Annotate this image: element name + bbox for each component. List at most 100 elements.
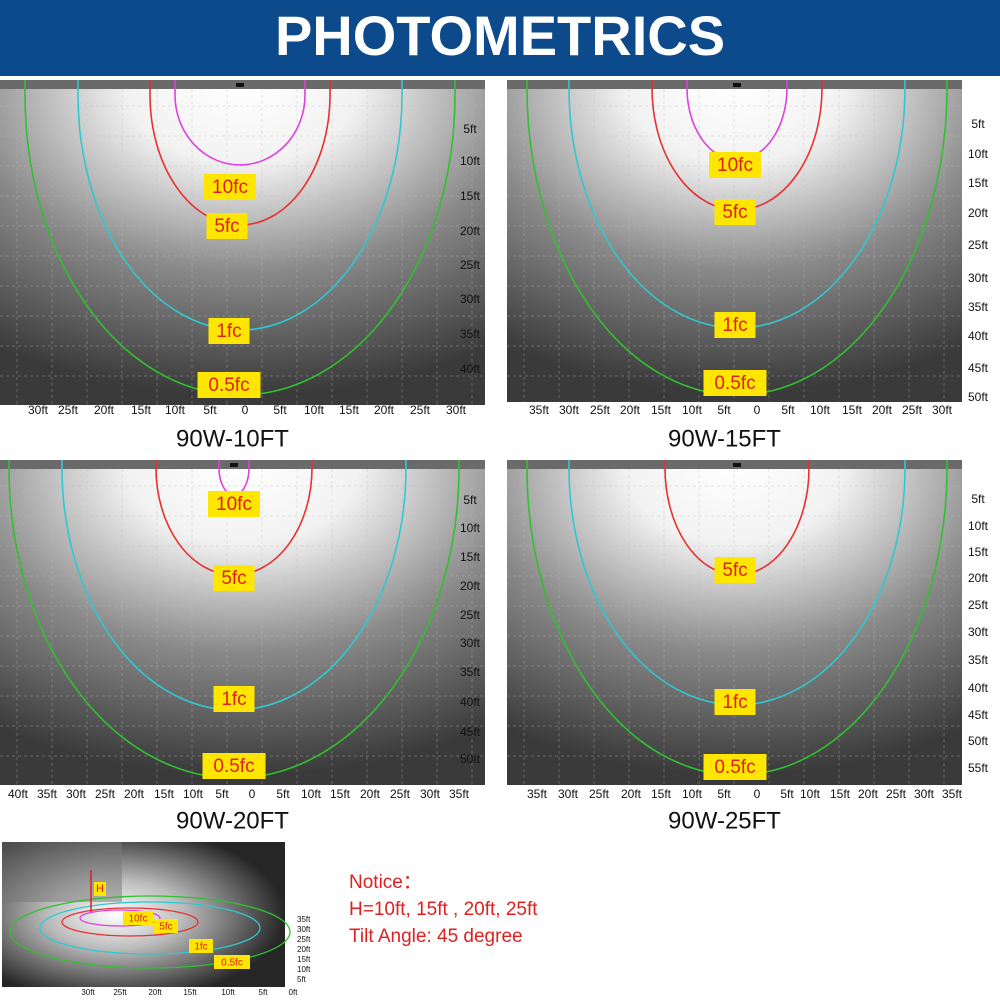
contour-label-box <box>206 213 248 239</box>
y-label: 40ft <box>460 695 481 709</box>
panel-caption: 90W-10FT <box>176 425 289 452</box>
x-label: 25ft <box>95 787 116 801</box>
contour-label: 1fc <box>216 321 241 342</box>
y-label: 20ft <box>968 571 989 585</box>
y-label: 15ft <box>968 176 989 190</box>
contour-label: 1fc <box>722 315 747 336</box>
x-label: 30ft <box>66 787 87 801</box>
height-label-box <box>94 882 106 896</box>
x-label: 20ft <box>858 787 879 801</box>
y-label: 35ft <box>460 327 481 341</box>
y-label: 30ft <box>460 636 481 650</box>
x-label: 30ft <box>932 403 953 417</box>
header-title: PHOTOMETRICS <box>275 4 725 67</box>
notice-line: H=10ft, 15ft , 20ft, 25ft <box>349 899 538 920</box>
fixture <box>236 83 244 87</box>
panel-caption: 90W-15FT <box>668 425 781 452</box>
x-label: 20ft <box>621 787 642 801</box>
x-label: 10ft <box>301 787 322 801</box>
notice-line: Tilt Angle: 45 degree <box>349 926 523 947</box>
y-label: 50ft <box>968 390 989 404</box>
x-label: 25ft <box>886 787 907 801</box>
x-label: 20ft <box>872 403 893 417</box>
y-label: 10ft <box>460 521 481 535</box>
header-band <box>0 0 1000 76</box>
y-label: 40ft <box>968 681 989 695</box>
x-label: 5ft <box>215 787 229 801</box>
x-label: 15ft <box>830 787 851 801</box>
x-label: 0 <box>754 787 761 801</box>
x-label: 20ft <box>360 787 381 801</box>
inset-contour <box>9 895 291 969</box>
x-label: 10ft <box>682 403 703 417</box>
fixture <box>733 463 741 467</box>
inset-x-label: 10ft <box>221 988 235 997</box>
contour-label: 5fc <box>214 216 239 237</box>
inset-x-label: 15ft <box>183 988 197 997</box>
x-label: 15ft <box>842 403 863 417</box>
x-label: 25ft <box>589 787 610 801</box>
panel-caption: 90W-20FT <box>176 807 289 834</box>
x-label: 30ft <box>559 403 580 417</box>
y-label: 15ft <box>460 550 481 564</box>
x-label: 35ft <box>529 403 550 417</box>
x-label: 5ft <box>203 403 217 417</box>
floor <box>0 80 485 405</box>
y-label: 30ft <box>460 292 481 306</box>
wall-strip <box>0 460 485 469</box>
floor <box>507 460 962 785</box>
x-label: 10ft <box>810 403 831 417</box>
contour-label: 10fc <box>212 177 248 198</box>
fixture <box>230 463 238 467</box>
x-label: 35ft <box>449 787 470 801</box>
x-label: 15ft <box>651 403 672 417</box>
x-label: 5ft <box>276 787 290 801</box>
inset-y-label: 30ft <box>297 925 311 934</box>
y-label: 35ft <box>460 665 481 679</box>
y-label: 25ft <box>968 598 989 612</box>
x-label: 5ft <box>273 403 287 417</box>
y-label: 55ft <box>968 761 989 775</box>
x-label: 15ft <box>339 403 360 417</box>
y-label: 5ft <box>463 493 477 507</box>
x-label: 5ft <box>717 787 731 801</box>
inset-x-label: 5ft <box>259 988 269 997</box>
contour-label: 5fc <box>722 202 747 223</box>
inset-label-box <box>189 939 213 953</box>
inset-x-label: 20ft <box>148 988 162 997</box>
x-label: 15ft <box>651 787 672 801</box>
y-label: 5ft <box>463 122 477 136</box>
x-label: 25ft <box>410 403 431 417</box>
photometric-panel <box>507 80 962 402</box>
contour-label-box <box>709 152 761 178</box>
x-label: 20ft <box>374 403 395 417</box>
inset-label: 1fc <box>194 942 207 953</box>
notice-title: Notice： <box>349 872 422 893</box>
x-label: 20ft <box>620 403 641 417</box>
x-label: 0 <box>754 403 761 417</box>
contour-label: 1fc <box>722 692 747 713</box>
panels: 10fc 5fc 1fc 0.5fc 5ft 10ft 15ft 20ft 25ft 30ft 35… <box>0 80 989 834</box>
y-label: 50ft <box>968 734 989 748</box>
photometric-panel <box>507 460 962 785</box>
contour-label: 0.5fc <box>213 756 254 777</box>
floor <box>507 80 962 402</box>
inset-x-label: 0ft <box>289 988 299 997</box>
x-label: 15ft <box>330 787 351 801</box>
x-label: 20ft <box>124 787 145 801</box>
photometric-panel <box>0 80 485 405</box>
contour-label-box <box>213 565 255 591</box>
x-label: 35ft <box>37 787 58 801</box>
inset-label: 5fc <box>159 922 172 933</box>
x-label: 5ft <box>780 787 794 801</box>
x-label: 20ft <box>94 403 115 417</box>
x-label: 15ft <box>131 403 152 417</box>
contour-label: 10fc <box>717 155 753 176</box>
x-label: 30ft <box>558 787 579 801</box>
contour <box>174 80 306 166</box>
y-label: 40ft <box>460 362 481 376</box>
inset-label-box <box>154 919 178 933</box>
inset-y-label: 5ft <box>297 975 307 984</box>
